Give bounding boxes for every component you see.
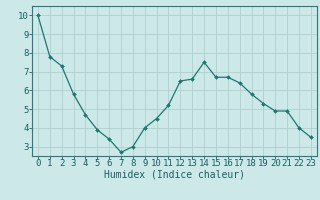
X-axis label: Humidex (Indice chaleur): Humidex (Indice chaleur) [104, 170, 245, 180]
